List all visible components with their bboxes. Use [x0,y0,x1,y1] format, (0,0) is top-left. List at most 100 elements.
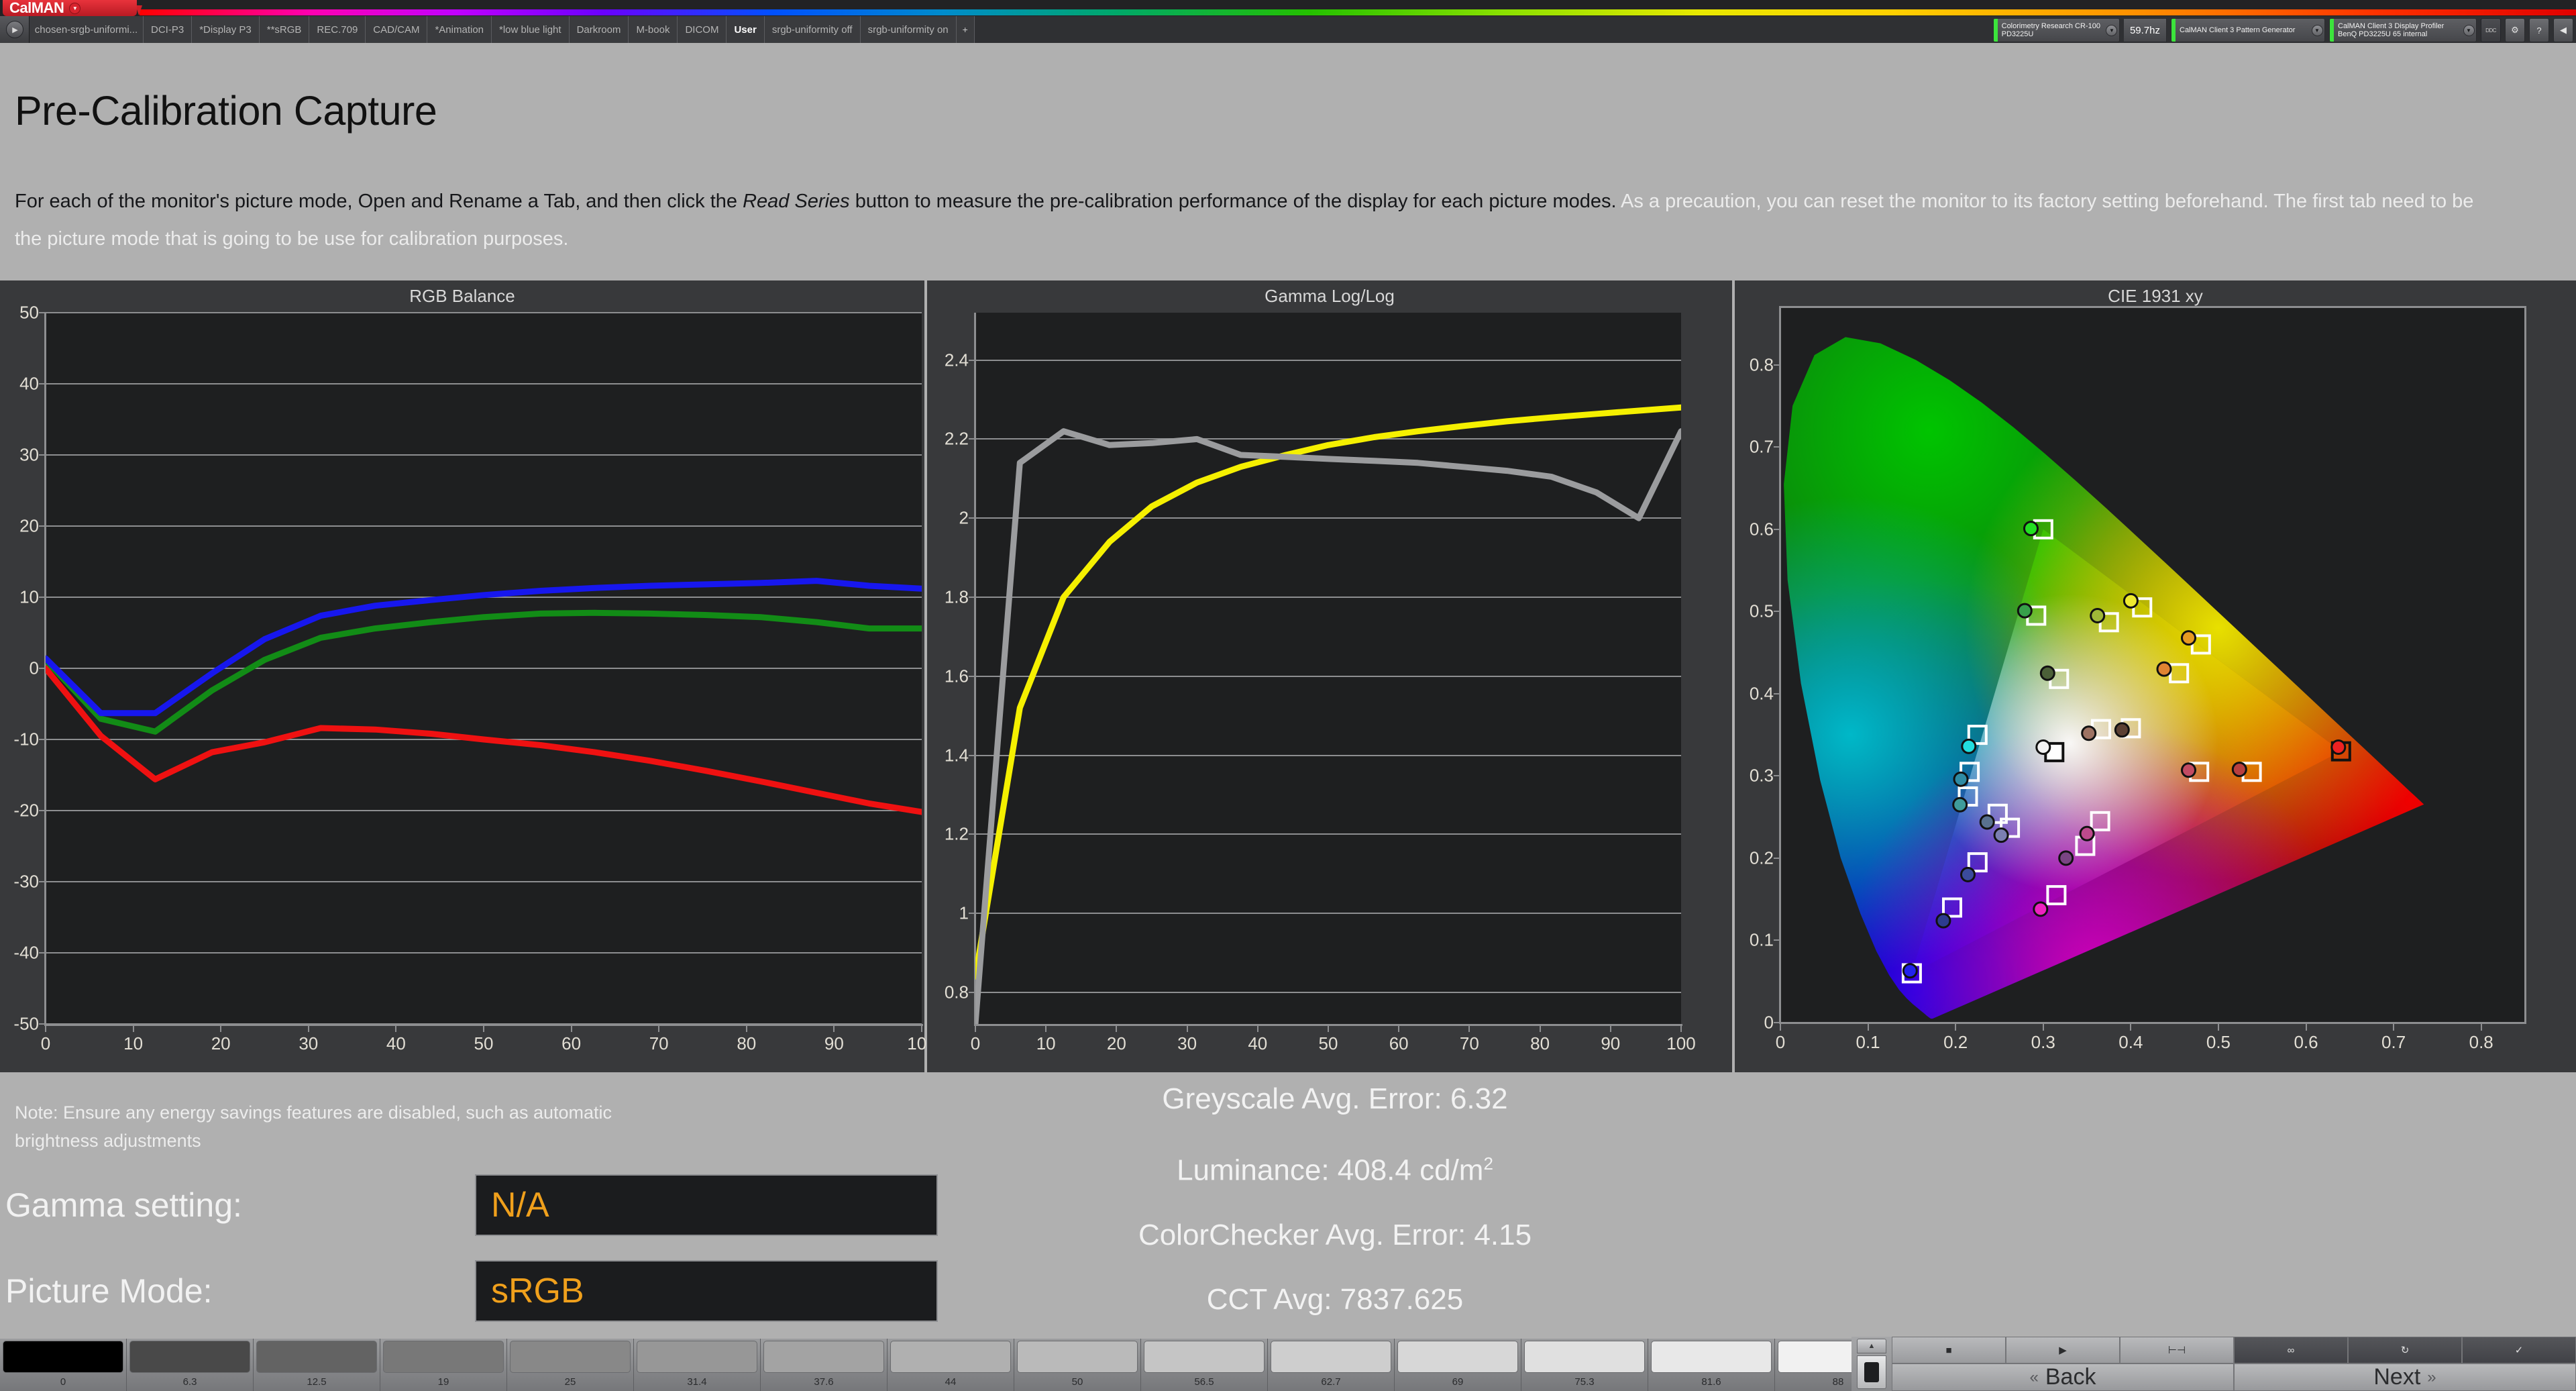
display-profiler-target: BenQ PD3225U 65 internal [2338,30,2428,38]
level-slider[interactable]: ▲ [1851,1337,1892,1391]
tab-dci-p3[interactable]: DCI-P3 [144,16,193,43]
greyscale-swatch[interactable]: 81.6 [1648,1339,1775,1391]
stop-square-icon[interactable]: ■ [1892,1337,2006,1363]
next-button[interactable]: Next » [2234,1363,2576,1391]
cie-point-yellow-primary[interactable] [2123,593,2153,618]
play-triangle-icon[interactable]: ▶ [2006,1337,2120,1363]
tab-chosen-srgb-uniformi[interactable]: chosen-srgb-uniformi... [30,16,144,43]
rgb-balance-plot[interactable]: -50 -40 -30 -20 -10 0 10 20 30 40 50 0 10 20 30 40 50 60 7… [13,303,936,1054]
greyscale-swatch[interactable]: 50 [1014,1339,1141,1391]
swatch-chip [1651,1341,1772,1373]
greyscale-swatch[interactable]: 25 [507,1339,634,1391]
cie-point-cc-purplish-blue[interactable] [1960,852,1988,882]
x-tick-mark [2305,1023,2307,1031]
loop-arrow-icon[interactable]: ↻ [2348,1337,2462,1363]
cie-point-cc-bluish-green[interactable] [1952,786,1978,813]
cie-point-white-point[interactable] [2035,739,2065,762]
y-tick-label: 2.4 [944,350,969,370]
cie-point-green-primary[interactable] [2023,519,2053,539]
tab-user[interactable]: User [727,16,765,43]
slider-track[interactable] [1857,1355,1886,1389]
cie-point-cc-light-skin[interactable] [2081,719,2111,741]
cie-point-red-primary[interactable] [2330,739,2351,762]
greyscale-swatch[interactable]: 31.4 [634,1339,761,1391]
tab-dicom[interactable]: DICOM [678,16,727,43]
tab-animation[interactable]: *Animation [427,16,492,43]
cie-point-cc-blue[interactable] [1935,897,1962,929]
cie-point-cc-blue-sky[interactable] [1979,803,2008,830]
greyscale-swatch[interactable]: 0 [0,1339,127,1391]
greyscale-swatch[interactable]: 75.3 [1521,1339,1648,1391]
tab-rec-709[interactable]: REC.709 [309,16,366,43]
cie-point-blue-primary[interactable] [1901,963,1922,984]
cie-point-cyan-primary[interactable] [1961,725,1988,754]
greyscale-swatch[interactable]: 56.5 [1141,1339,1268,1391]
cie-point-magenta-primary[interactable] [2033,885,2067,917]
infinity-icon[interactable]: ∞ [2234,1337,2348,1363]
display-profiler-selector[interactable]: CalMAN Client 3 Display Profiler BenQ PD… [2329,18,2477,42]
tab-srgb-uniformity-off[interactable]: srgb-uniformity off [764,16,861,43]
greyscale-swatch[interactable]: 69 [1395,1339,1521,1391]
tab-display-p3[interactable]: *Display P3 [192,16,260,43]
triangle-up-icon[interactable]: ▲ [1857,1339,1886,1353]
greyscale-swatch[interactable]: 6.3 [127,1339,254,1391]
add-tab-button[interactable]: + [956,16,975,43]
tab-cad-cam[interactable]: CAD/CAM [366,16,428,43]
tab-label: DICOM [685,23,719,36]
cie-point-cc-orange-yellow[interactable] [2181,630,2211,655]
spectrum-bar [140,9,2576,15]
greyscale-swatch[interactable]: 44 [888,1339,1014,1391]
greyscale-swatch[interactable]: 19 [380,1339,507,1391]
cie-point-cc-yellow-green[interactable] [2090,608,2119,633]
app-logo[interactable]: CalMAN ▼ [3,0,137,16]
tab-label: + [962,24,968,35]
greyscale-swatch[interactable]: 37.6 [761,1339,888,1391]
display-profiler-chevron-down-icon[interactable]: ▼ [2461,19,2476,42]
swatch-chip [256,1341,377,1373]
tab-darkroom[interactable]: Darkroom [569,16,629,43]
back-button[interactable]: « Back [1892,1363,2234,1391]
tab-srgb-uniformity-on[interactable]: srgb-uniformity on [860,16,957,43]
gear-icon[interactable]: ⚙ [2505,18,2525,42]
tab-scroll-right-button[interactable]: ▶ [0,16,30,43]
cie-point-cc-orange[interactable] [2156,661,2190,684]
chevrons-right-icon: » [2427,1368,2436,1386]
cie-point-cc-foliage[interactable] [2039,665,2070,689]
cie-point-cc-dark-skin[interactable] [2114,718,2141,739]
meter-selector[interactable]: Colorimetry Research CR-100 PD3225U ▼ [1992,18,2120,42]
cie-point-cc-moderate-red[interactable] [2181,762,2210,782]
picture-mode-field[interactable]: sRGB [475,1260,938,1322]
greyscale-swatch[interactable]: 12.5 [254,1339,380,1391]
logo-chevron-down-icon[interactable]: ▼ [69,2,81,14]
tab-m-book[interactable]: M-book [629,16,678,43]
chevrons-left-icon: « [2029,1368,2039,1386]
cie-panel: CIE 1931 xy 0 0.1 0.2 0.3 0.4 0.5 0.6 0.7 0.8 0 0.… [1735,280,2576,1072]
y-axis-line [974,313,976,1024]
gamma-setting-field[interactable]: N/A [475,1174,938,1236]
caliper-icon[interactable]: ⊢⊣ [2120,1337,2234,1363]
greyscale-swatch[interactable]: 62.7 [1268,1339,1395,1391]
tab-low-blue-light[interactable]: *low blue light [492,16,570,43]
y-tick-label: 0.1 [1749,929,1774,950]
tab-srgb[interactable]: **sRGB [259,16,310,43]
pattern-generator-selector[interactable]: CalMAN Client 3 Pattern Generator ▼ [2171,18,2325,42]
question-icon[interactable]: ? [2529,18,2549,42]
check-icon[interactable]: ✓ [2462,1337,2576,1363]
cie-point-cc-cyan[interactable] [1953,762,1980,787]
pattern-generator-chevron-down-icon[interactable]: ▼ [2310,19,2324,42]
x-tick-label: 30 [299,1033,319,1053]
cie-point-cc-blue-flower[interactable] [1993,817,2021,843]
chevron-left-icon[interactable]: ◀ [2553,18,2573,42]
cie-point-cc-green[interactable] [2017,603,2047,626]
x-tick-mark [1955,1023,1957,1031]
ddc-button[interactable]: DDC [2481,18,2501,42]
y-tick-label: 0.5 [1749,601,1774,621]
meter-chevron-down-icon[interactable]: ▼ [2104,19,2119,42]
cie-point-cc-red[interactable] [2231,762,2262,782]
picture-mode-label: Picture Mode: [5,1272,213,1310]
slider-thumb[interactable] [1864,1362,1879,1382]
cie-point-cc-magenta[interactable] [2079,811,2110,841]
cie-plot[interactable]: 0 0.1 0.2 0.3 0.4 0.5 0.6 0.7 0.8 0 0.1 0.2 0.3 0.4 0.… [1750,306,2526,1052]
x-tick-mark [1186,1024,1188,1032]
gamma-plot[interactable]: 0.8 1 1.2 1.4 1.6 1.8 2 2.2 2.4 0 10 20 30 40 50 60 70 80… [945,313,1696,1053]
